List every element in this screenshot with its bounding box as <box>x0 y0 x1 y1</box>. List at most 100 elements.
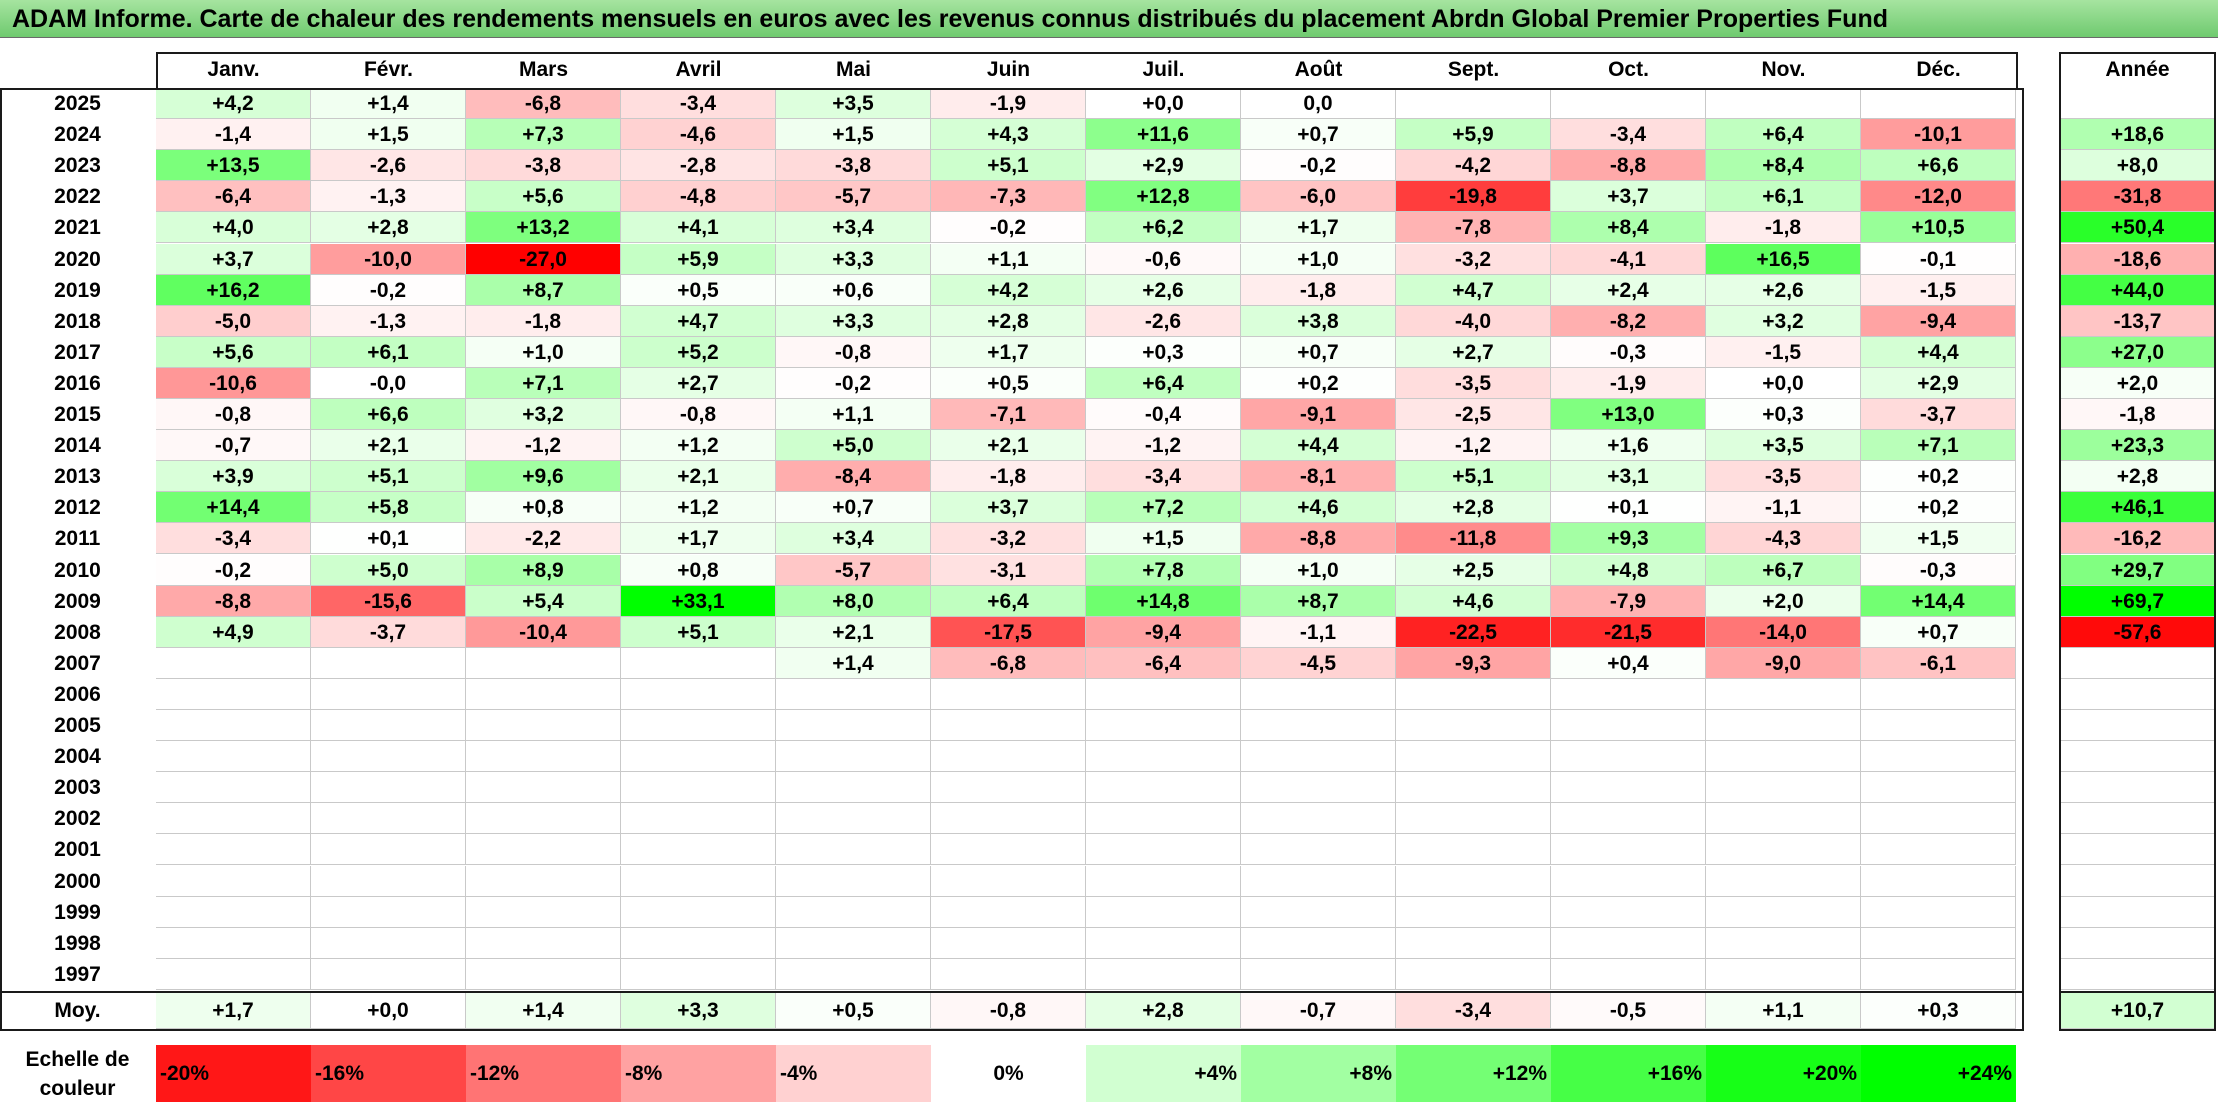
color-scale-swatch: -16% <box>311 1045 466 1102</box>
heatmap-cell: +6,7 <box>1706 554 1861 586</box>
month-header: Nov. <box>1761 58 1806 81</box>
heatmap-cell: -10,4 <box>466 616 621 648</box>
heatmap-cell <box>1706 88 1861 119</box>
heatmap-cell: +2,0 <box>1706 585 1861 617</box>
heatmap-cell <box>156 896 311 928</box>
heatmap-cell: -1,2 <box>1086 430 1241 462</box>
heatmap-cell: -1,2 <box>1396 430 1551 462</box>
year-label: 2006 <box>54 682 101 706</box>
heatmap-cell: +3,8 <box>1241 305 1396 337</box>
heatmap-cell: -27,0 <box>466 243 621 275</box>
heatmap-cell <box>621 896 776 928</box>
average-separator-annual <box>2059 991 2216 993</box>
heatmap-cell: +4,0 <box>156 212 311 244</box>
heatmap-cell <box>1706 865 1861 897</box>
heatmap-cell: -7,3 <box>931 181 1086 213</box>
heatmap-cell: +8,7 <box>466 274 621 306</box>
heatmap-cell: +4,4 <box>1861 336 2016 368</box>
heatmap-cell <box>311 678 466 710</box>
heatmap-cell <box>776 865 931 897</box>
average-cell: +2,8 <box>1086 993 1241 1029</box>
heatmap-cell: +4,6 <box>1396 585 1551 617</box>
heatmap-cell: -3,4 <box>621 88 776 119</box>
heatmap-cell: +13,5 <box>156 150 311 182</box>
heatmap-cell: +6,4 <box>931 585 1086 617</box>
annual-cell: +46,1 <box>2061 492 2214 524</box>
heatmap-cell <box>156 834 311 866</box>
color-scale-swatch: +4% <box>1086 1045 1241 1102</box>
heatmap-cell <box>1086 865 1241 897</box>
heatmap-cell <box>1861 865 2016 897</box>
heatmap-cell: +4,1 <box>621 212 776 244</box>
heatmap-cell: +0,7 <box>776 492 931 524</box>
heatmap-cell: +2,6 <box>1086 274 1241 306</box>
heatmap-cell: -0,3 <box>1861 554 2016 586</box>
heatmap-cell: +14,4 <box>1861 585 2016 617</box>
heatmap-cell <box>621 803 776 835</box>
average-cell: +1,4 <box>466 993 621 1029</box>
heatmap-cell <box>931 896 1086 928</box>
heatmap-cell: +0,3 <box>1086 336 1241 368</box>
heatmap-cell: +2,1 <box>931 430 1086 462</box>
heatmap-cell: +5,6 <box>156 336 311 368</box>
annual-cell: -1,8 <box>2061 399 2214 430</box>
heatmap-cell: -6,4 <box>1086 647 1241 679</box>
heatmap-cell <box>311 958 466 990</box>
average-cell: -0,5 <box>1551 993 1706 1029</box>
annual-cell: +69,7 <box>2061 585 2214 617</box>
heatmap-cell: -4,3 <box>1706 523 1861 555</box>
heatmap-cell <box>466 896 621 928</box>
heatmap-cell <box>466 834 621 866</box>
year-label: 2020 <box>54 247 101 271</box>
year-label: 1999 <box>54 900 101 924</box>
heatmap-cell <box>156 803 311 835</box>
year-label: 2014 <box>54 434 101 458</box>
average-separator <box>0 991 2024 993</box>
month-header: Oct. <box>1608 58 1649 81</box>
heatmap-cell: +4,9 <box>156 616 311 648</box>
heatmap-cell: -1,3 <box>311 305 466 337</box>
heatmap-cell: +3,2 <box>466 399 621 430</box>
annual-cell <box>2061 927 2214 959</box>
heatmap-cell <box>1861 803 2016 835</box>
heatmap-cell: -4,2 <box>1396 150 1551 182</box>
heatmap-cell <box>776 678 931 710</box>
heatmap-cell <box>156 772 311 804</box>
heatmap-cell <box>1706 741 1861 773</box>
heatmap-cell: +6,2 <box>1086 212 1241 244</box>
heatmap-cell: +0,5 <box>621 274 776 306</box>
heatmap-cell: +2,1 <box>776 616 931 648</box>
heatmap-cell: +2,9 <box>1861 367 2016 399</box>
heatmap-cell <box>1086 678 1241 710</box>
heatmap-cell: +2,9 <box>1086 150 1241 182</box>
heatmap-cell: +2,8 <box>931 305 1086 337</box>
heatmap-cell: +1,7 <box>1241 212 1396 244</box>
annual-cell: -31,8 <box>2061 181 2214 213</box>
year-label: 2012 <box>54 496 101 520</box>
annual-cell <box>2061 803 2214 835</box>
heatmap-cell <box>156 710 311 741</box>
heatmap-cell: +4,6 <box>1241 492 1396 524</box>
heatmap-cell <box>1396 958 1551 990</box>
year-label: 2023 <box>54 154 101 178</box>
heatmap-cell: +1,7 <box>621 523 776 555</box>
heatmap-cell: +16,5 <box>1706 243 1861 275</box>
heatmap-cell: -8,8 <box>1551 150 1706 182</box>
heatmap-cell: +11,6 <box>1086 119 1241 151</box>
heatmap-cell: +1,2 <box>621 430 776 462</box>
heatmap-cell: -12,0 <box>1861 181 2016 213</box>
heatmap-cell: +7,2 <box>1086 492 1241 524</box>
heatmap-grid: Janv. Févr. Mars Avril Mai Juin Juil. Août Sept.… <box>0 38 2218 1106</box>
heatmap-cell: +4,7 <box>621 305 776 337</box>
heatmap-cell <box>1706 896 1861 928</box>
heatmap-cell: +1,5 <box>311 119 466 151</box>
heatmap-cell: -15,6 <box>311 585 466 617</box>
heatmap-cell: -9,4 <box>1086 616 1241 648</box>
heatmap-cell: -6,0 <box>1241 181 1396 213</box>
heatmap-cell: -3,2 <box>1396 243 1551 275</box>
heatmap-cell: +12,8 <box>1086 181 1241 213</box>
heatmap-cell <box>1086 710 1241 741</box>
heatmap-cell: -5,0 <box>156 305 311 337</box>
heatmap-cell: -5,7 <box>776 554 931 586</box>
heatmap-cell <box>621 958 776 990</box>
